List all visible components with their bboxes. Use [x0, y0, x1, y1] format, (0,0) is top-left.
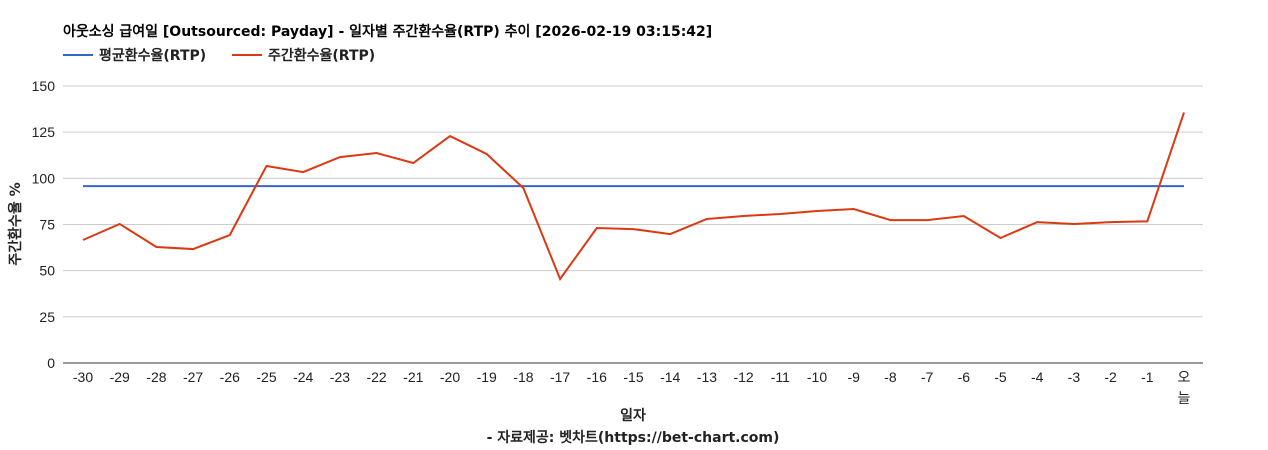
x-tick-label: -27 — [183, 369, 203, 385]
x-tick-label: -19 — [477, 369, 497, 385]
x-tick-label: -8 — [884, 369, 897, 385]
x-tick-label: -3 — [1068, 369, 1081, 385]
x-tick-label: -25 — [256, 369, 276, 385]
y-tick-label: 125 — [32, 124, 56, 140]
x-tick-label: -21 — [403, 369, 423, 385]
x-tick-label: -13 — [697, 369, 717, 385]
legend-label-average: 평균환수율(RTP) — [99, 47, 206, 64]
x-tick-label: -2 — [1104, 369, 1117, 385]
x-tick-label: -11 — [771, 369, 790, 385]
x-tick-label: -10 — [807, 369, 827, 385]
source-footer: - 자료제공: 벳차트(https://bet-chart.com) — [487, 429, 780, 446]
x-tick-label: -12 — [733, 369, 753, 385]
x-tick-label: -30 — [73, 369, 93, 385]
y-tick-label: 75 — [39, 217, 55, 233]
x-tick-label: -20 — [440, 369, 460, 385]
x-tick-label: 늘 — [1178, 390, 1191, 406]
y-tick-label: 150 — [32, 78, 56, 94]
x-axis-label: 일자 — [620, 408, 646, 424]
x-tick-label: 오 — [1178, 369, 1191, 385]
y-tick-label: 50 — [39, 263, 55, 279]
x-tick-label: -23 — [330, 369, 350, 385]
x-tick-label: -28 — [146, 369, 166, 385]
y-tick-label: 100 — [32, 170, 56, 186]
x-tick-label: -22 — [366, 369, 386, 385]
x-tick-label: -14 — [660, 369, 680, 385]
y-tick-label: 25 — [39, 309, 55, 325]
x-tick-label: -7 — [921, 369, 934, 385]
x-tick-label: -9 — [847, 369, 860, 385]
x-tick-label: -4 — [1031, 369, 1044, 385]
legend: 평균환수율(RTP) 주간환수율(RTP) — [63, 47, 375, 64]
weekly-rtp-line — [82, 112, 1185, 282]
x-tick-label: -6 — [958, 369, 971, 385]
x-tick-label: -24 — [293, 369, 313, 385]
x-tick-label: -26 — [220, 369, 240, 385]
x-tick-label: -29 — [110, 369, 130, 385]
legend-label-weekly: 주간환수율(RTP) — [268, 47, 375, 64]
x-tick-label: -15 — [623, 369, 643, 385]
chart-title: 아웃소싱 급여일 [Outsourced: Payday] - 일자별 주간환수… — [63, 23, 712, 40]
x-tick-label: -18 — [513, 369, 533, 385]
x-tick-label: -17 — [550, 369, 570, 385]
y-tick-label: 0 — [47, 355, 55, 371]
x-tick-label: -1 — [1141, 369, 1154, 385]
y-axis-label: 주간환수율 % — [7, 182, 24, 265]
x-tick-label: -16 — [587, 369, 607, 385]
x-tick-label: -5 — [994, 369, 1007, 385]
